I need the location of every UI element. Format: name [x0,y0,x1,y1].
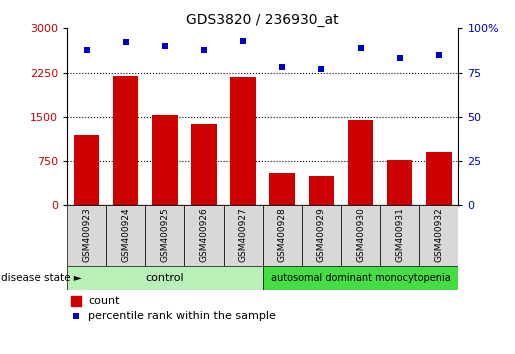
Text: GSM400928: GSM400928 [278,207,287,262]
Point [200,47,208,52]
Bar [152,115,178,205]
Bar [106,205,145,266]
Text: control: control [146,273,184,283]
Text: GSM400925: GSM400925 [160,207,169,262]
Point [122,40,130,45]
Bar [263,266,458,290]
Bar [145,205,184,266]
Text: GSM400930: GSM400930 [356,207,365,262]
Text: count: count [89,296,120,306]
Bar [426,152,452,205]
Point [435,52,443,58]
Text: GSM400931: GSM400931 [395,207,404,262]
Text: percentile rank within the sample: percentile rank within the sample [89,311,277,321]
Bar [113,75,139,205]
Bar [67,266,263,290]
Bar [419,205,458,266]
Text: GSM400932: GSM400932 [434,207,443,262]
Bar [348,120,373,205]
Text: disease state ►: disease state ► [1,273,81,283]
Text: autosomal dominant monocytopenia: autosomal dominant monocytopenia [270,273,451,283]
Point [82,47,91,52]
Text: GSM400926: GSM400926 [199,207,209,262]
Text: GSM400929: GSM400929 [317,207,326,262]
Point [356,45,365,51]
Bar [263,205,302,266]
Point [278,64,286,70]
Text: GSM400924: GSM400924 [121,207,130,262]
Bar [224,205,263,266]
Title: GDS3820 / 236930_at: GDS3820 / 236930_at [186,13,339,27]
Bar [230,77,256,205]
Bar [71,296,81,306]
Bar [269,173,295,205]
Bar [67,205,106,266]
Text: GSM400923: GSM400923 [82,207,91,262]
Point [317,66,325,72]
Bar [184,205,224,266]
Bar [74,135,99,205]
Point [72,313,80,319]
Bar [380,205,419,266]
Bar [341,205,380,266]
Bar [191,124,217,205]
Point [396,56,404,61]
Bar [302,205,341,266]
Point [239,38,247,44]
Bar [387,160,413,205]
Bar [308,176,334,205]
Text: GSM400927: GSM400927 [238,207,248,262]
Point [161,43,169,49]
